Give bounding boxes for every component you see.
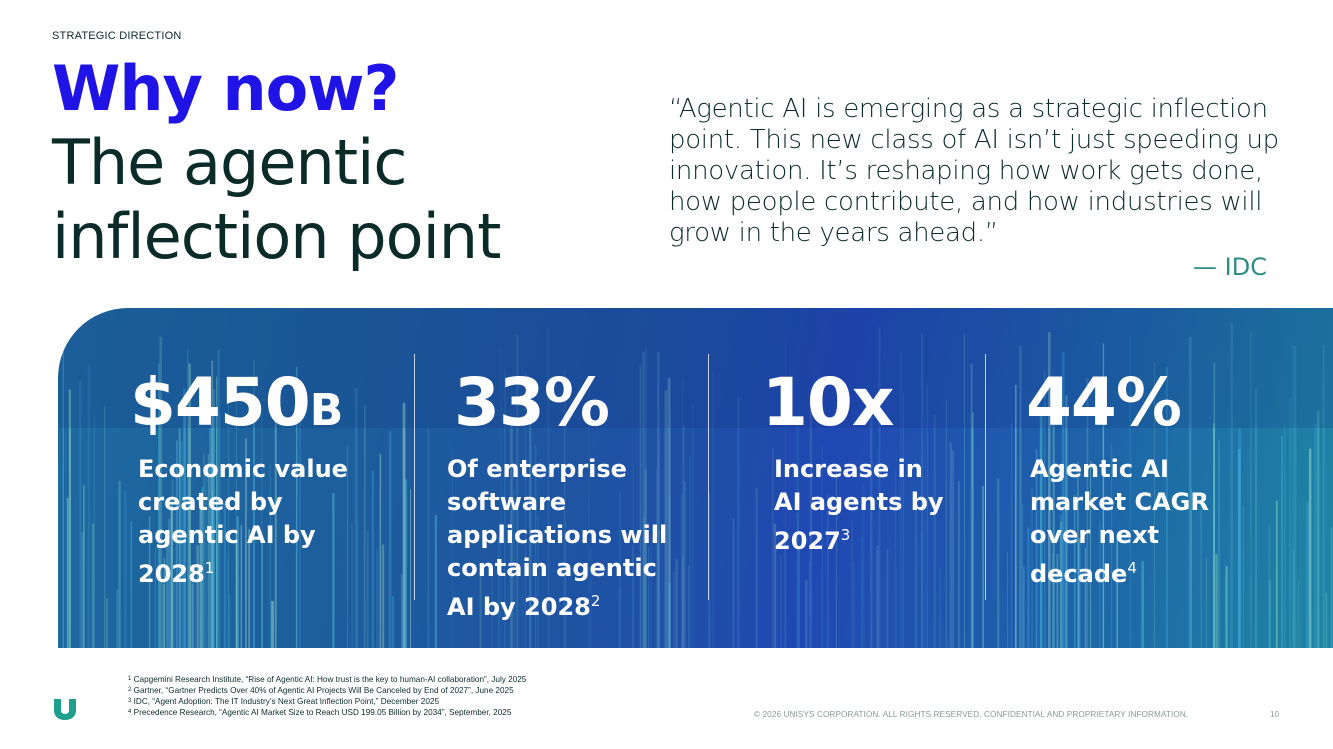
column-divider <box>414 354 415 600</box>
footnote-marker: 2 <box>590 592 601 610</box>
band-background-graphic <box>58 308 1333 648</box>
stat-description: Increase in AI agents by 20273 <box>774 455 944 555</box>
page-title: Why now? The agentic inflection point <box>52 52 501 274</box>
footnote-marker: 1 <box>204 559 215 577</box>
footnote-item: 1 Capgemini Research Institute, “Rise of… <box>128 675 527 684</box>
title-line-3: inflection point <box>52 200 501 273</box>
stat-description: Of enterprise software applications will… <box>447 455 668 621</box>
stat-value: 10x <box>762 364 894 441</box>
footnotes: 1 Capgemini Research Institute, “Rise of… <box>128 674 526 718</box>
page-number: 10 <box>1270 710 1280 719</box>
title-line-1: Why now? <box>52 52 400 125</box>
footnote-item: 2 Gartner, “Gartner Predicts Over 40% of… <box>128 686 514 695</box>
footnote-marker: 4 <box>1127 559 1137 577</box>
unisys-logo-icon <box>54 699 76 720</box>
column-divider <box>985 354 986 600</box>
eyebrow-label: STRATEGIC DIRECTION <box>52 30 182 42</box>
stat-description: Economic value created by agentic AI by … <box>138 455 348 588</box>
quote-text: “Agentic AI is emerging as a strategic i… <box>669 94 1279 248</box>
stats-band: $450B Economic value created by agentic … <box>58 308 1333 648</box>
copyright-notice: © 2026 UNISYS CORPORATION. ALL RIGHTS RE… <box>754 710 1189 719</box>
footnote-item: 3 IDC, “Agent Adoption: The IT Industry’… <box>128 697 439 706</box>
stat-description: Agentic AI market CAGR over next decade4 <box>1030 455 1209 588</box>
stat-value: 33% <box>454 364 610 441</box>
stat-value: 44% <box>1026 364 1182 441</box>
column-divider <box>708 354 709 600</box>
stat-value: $450B <box>130 364 343 441</box>
footnote-marker: 3 <box>840 526 851 544</box>
footnote-item: 4 Precedence Research, “Agentic AI Marke… <box>128 708 512 717</box>
title-line-2: The agentic <box>52 126 407 199</box>
quote-source: — IDC <box>1193 253 1267 281</box>
